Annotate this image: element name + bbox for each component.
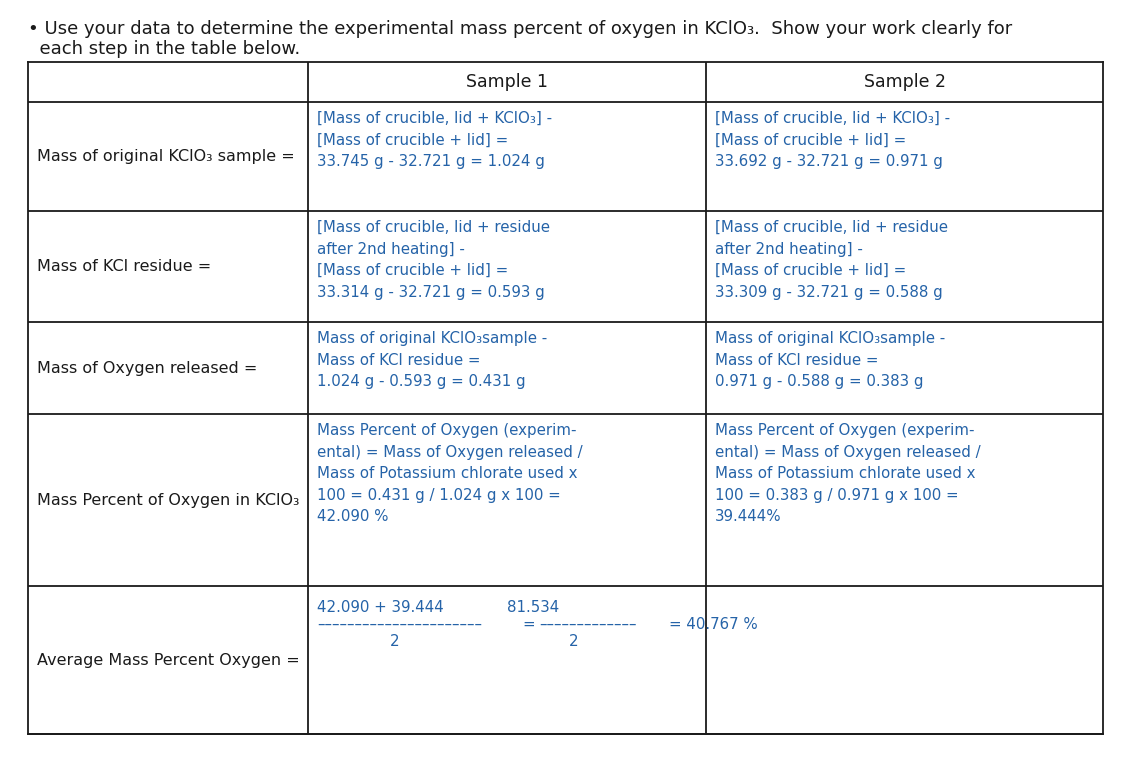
Text: 2: 2	[390, 634, 400, 649]
Text: each step in the table below.: each step in the table below.	[28, 40, 300, 58]
Text: • Use your data to determine the experimental mass percent of oxygen in KClO₃.  : • Use your data to determine the experim…	[28, 20, 1012, 38]
Text: 81.534: 81.534	[507, 600, 559, 615]
Text: Mass of original KClO₃sample -
Mass of KCl residue =
1.024 g - 0.593 g = 0.431 g: Mass of original KClO₃sample - Mass of K…	[317, 331, 547, 389]
Text: Mass Percent of Oxygen (experim-
ental) = Mass of Oxygen released /
Mass of Pota: Mass Percent of Oxygen (experim- ental) …	[715, 423, 981, 524]
Text: =: =	[523, 617, 535, 632]
Text: Mass of Oxygen released =: Mass of Oxygen released =	[37, 360, 258, 376]
Text: Average Mass Percent Oxygen =: Average Mass Percent Oxygen =	[37, 652, 300, 668]
Text: Mass Percent of Oxygen in KClO₃: Mass Percent of Oxygen in KClO₃	[37, 492, 300, 507]
Text: [Mass of crucible, lid + residue
after 2nd heating] -
[Mass of crucible + lid] =: [Mass of crucible, lid + residue after 2…	[317, 220, 550, 299]
Text: Mass of original KClO₃ sample =: Mass of original KClO₃ sample =	[37, 149, 295, 164]
Text: ––––––––––––––––––––––: ––––––––––––––––––––––	[317, 617, 482, 632]
Text: Mass of KCl residue =: Mass of KCl residue =	[37, 259, 211, 274]
Text: 2: 2	[569, 634, 579, 649]
Text: [Mass of crucible, lid + KClO₃] -
[Mass of crucible + lid] =
33.692 g - 32.721 g: [Mass of crucible, lid + KClO₃] - [Mass …	[715, 111, 950, 169]
Text: [Mass of crucible, lid + KClO₃] -
[Mass of crucible + lid] =
33.745 g - 32.721 g: [Mass of crucible, lid + KClO₃] - [Mass …	[317, 111, 552, 169]
Text: Mass Percent of Oxygen (experim-
ental) = Mass of Oxygen released /
Mass of Pota: Mass Percent of Oxygen (experim- ental) …	[317, 423, 582, 524]
Text: 42.090 + 39.444: 42.090 + 39.444	[317, 600, 443, 615]
Text: –––––––––––––: –––––––––––––	[539, 617, 637, 632]
Text: Mass of original KClO₃sample -
Mass of KCl residue =
0.971 g - 0.588 g = 0.383 g: Mass of original KClO₃sample - Mass of K…	[715, 331, 946, 389]
Text: Sample 1: Sample 1	[466, 73, 549, 91]
Text: Sample 2: Sample 2	[863, 73, 946, 91]
Text: = 40.767 %: = 40.767 %	[670, 617, 758, 632]
Text: [Mass of crucible, lid + residue
after 2nd heating] -
[Mass of crucible + lid] =: [Mass of crucible, lid + residue after 2…	[715, 220, 948, 299]
